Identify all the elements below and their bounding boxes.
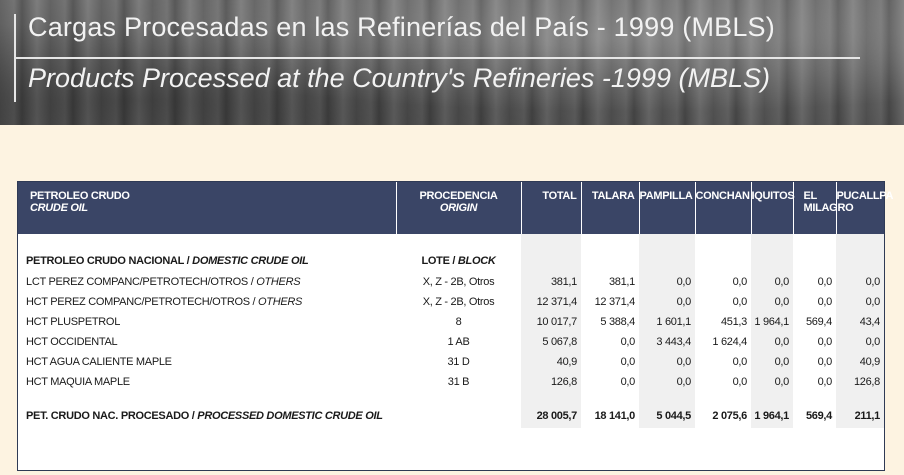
cell-talara: 12 371,4 [594,296,636,308]
row-origin: 1 AB [447,336,470,348]
cell-iquitos: 1 964,1 [751,312,793,332]
row-label: LCT PEREZ COMPANC/PETROTECH/OTROS / OTHE… [26,276,301,288]
cell-talara: 5 388,4 [600,316,635,328]
header-pampilla: PAMPILLA [639,182,696,234]
cell-conchan: 0,0 [732,296,748,308]
cell-milagro: 0,0 [817,356,833,368]
header-talara: TALARA [581,182,640,234]
cell-pucallpa: 0,0 [836,292,884,312]
table-row: HCT MAQUIA MAPLE 31 B 126,8 0,0 0,0 0,0 0,0 0,0… [18,372,884,392]
cell-pampilla: 0,0 [639,352,695,372]
cell-milagro: 0,0 [817,376,833,388]
cell-milagro: 0,0 [817,296,833,308]
header-conchan: CONCHAN [695,182,752,234]
total-pampilla: 5 044,5 [639,404,695,428]
cell-pampilla: 1 601,1 [639,312,695,332]
header-origin-es: PROCEDENCIA [419,190,498,202]
cell-pucallpa: 40,9 [836,352,884,372]
header-crude-es: PETROLEO CRUDO [30,190,130,202]
page-title-spanish: Cargas Procesadas en las Refinerías del … [28,12,775,42]
cell-talara: 381,1 [608,276,635,288]
cell-conchan: 1 624,4 [712,336,747,348]
cell-milagro: 0,0 [817,336,833,348]
header-total: TOTAL [521,182,582,234]
section-label: PETROLEO CRUDO NACIONAL / DOMESTIC CRUDE… [26,255,309,267]
cell-pampilla: 0,0 [639,372,695,392]
header-origin-en: ORIGIN [439,202,478,214]
total-label: PET. CRUDO NAC. PROCESADO / PROCESSED DO… [26,410,383,422]
row-origin: X, Z - 2B, Otros [422,276,495,288]
row-label: HCT AGUA CALIENTE MAPLE [26,356,172,368]
row-origin: 31 B [447,376,470,388]
section-origin: LOTE / BLOCK [421,255,496,267]
table-row: LCT PEREZ COMPANC/PETROTECH/OTROS / OTHE… [18,272,884,292]
total-iquitos: 1 964,1 [751,404,793,428]
table-row: HCT PLUSPETROL 8 10 017,7 5 388,4 1 601,1 451… [18,312,884,332]
cell-total: 126,8 [521,372,581,392]
cell-iquitos: 0,0 [751,352,793,372]
cell-total: 381,1 [521,272,581,292]
total-conchan: 2 075,6 [712,410,747,422]
cell-talara: 0,0 [620,356,636,368]
cell-pampilla: 0,0 [639,292,695,312]
cell-conchan: 0,0 [732,376,748,388]
cell-iquitos: 0,0 [751,332,793,352]
table-row: HCT AGUA CALIENTE MAPLE 31 D 40,9 0,0 0,0 0,0… [18,352,884,372]
cell-pampilla: 3 443,4 [639,332,695,352]
header-pucallpa: PUCALLPA [836,182,893,234]
row-origin: 31 D [447,356,470,368]
cell-milagro: 0,0 [817,276,833,288]
cell-iquitos: 0,0 [751,272,793,292]
spacer-row [18,234,884,250]
banner-background-photo [0,0,904,125]
cell-total: 40,9 [521,352,581,372]
crude-oil-table: PETROLEO CRUDO CRUDE OIL PROCEDENCIA ORI… [18,182,893,428]
total-milagro: 569,4 [805,410,832,422]
total-total: 28 005,7 [521,404,581,428]
total-talara: 18 141,0 [594,410,636,422]
cell-total: 10 017,7 [521,312,581,332]
cell-pucallpa: 0,0 [836,272,884,292]
cell-conchan: 0,0 [732,276,748,288]
cell-pucallpa: 43,4 [836,312,884,332]
total-pucallpa: 211,1 [836,404,884,428]
table-header-row: PETROLEO CRUDO CRUDE OIL PROCEDENCIA ORI… [18,182,893,234]
row-label: HCT OCCIDENTAL [26,336,118,348]
cell-pucallpa: 126,8 [836,372,884,392]
row-label: HCT MAQUIA MAPLE [26,376,130,388]
cell-conchan: 0,0 [732,356,748,368]
header-iquitos: IQUITOS [751,182,795,234]
cell-pampilla: 0,0 [639,272,695,292]
cell-milagro: 569,4 [805,316,832,328]
cell-talara: 0,0 [620,336,636,348]
row-label: HCT PEREZ COMPANC/PETROTECH/OTROS / OTHE… [26,296,303,308]
header-el-milagro: EL MILAGRO [793,182,854,234]
header-banner: Cargas Procesadas en las Refinerías del … [0,0,904,125]
cell-iquitos: 0,0 [751,292,793,312]
cell-iquitos: 0,0 [751,372,793,392]
cell-total: 5 067,8 [521,332,581,352]
table-row: HCT OCCIDENTAL 1 AB 5 067,8 0,0 3 443,4 1 624… [18,332,884,352]
cell-conchan: 451,3 [720,316,747,328]
total-row: PET. CRUDO NAC. PROCESADO / PROCESSED DO… [18,404,884,428]
header-crude-en: CRUDE OIL [30,202,88,214]
cell-talara: 0,0 [620,376,636,388]
spacer-row [18,392,884,404]
row-origin: X, Z - 2B, Otros [422,296,495,308]
section-row: PETROLEO CRUDO NACIONAL / DOMESTIC CRUDE… [18,250,884,272]
header-crude-oil: PETROLEO CRUDO CRUDE OIL [18,182,397,234]
cell-pucallpa: 0,0 [836,332,884,352]
header-origin: PROCEDENCIA ORIGIN [396,182,522,234]
row-origin: 8 [455,316,462,328]
cell-total: 12 371,4 [521,292,581,312]
row-label: HCT PLUSPETROL [26,316,121,328]
page-title-english: Products Processed at the Country's Refi… [28,63,770,93]
banner-horizontal-rule [14,57,860,59]
table-row: HCT PEREZ COMPANC/PETROTECH/OTROS / OTHE… [18,292,884,312]
data-table-panel: PETROLEO CRUDO CRUDE OIL PROCEDENCIA ORI… [17,181,893,471]
